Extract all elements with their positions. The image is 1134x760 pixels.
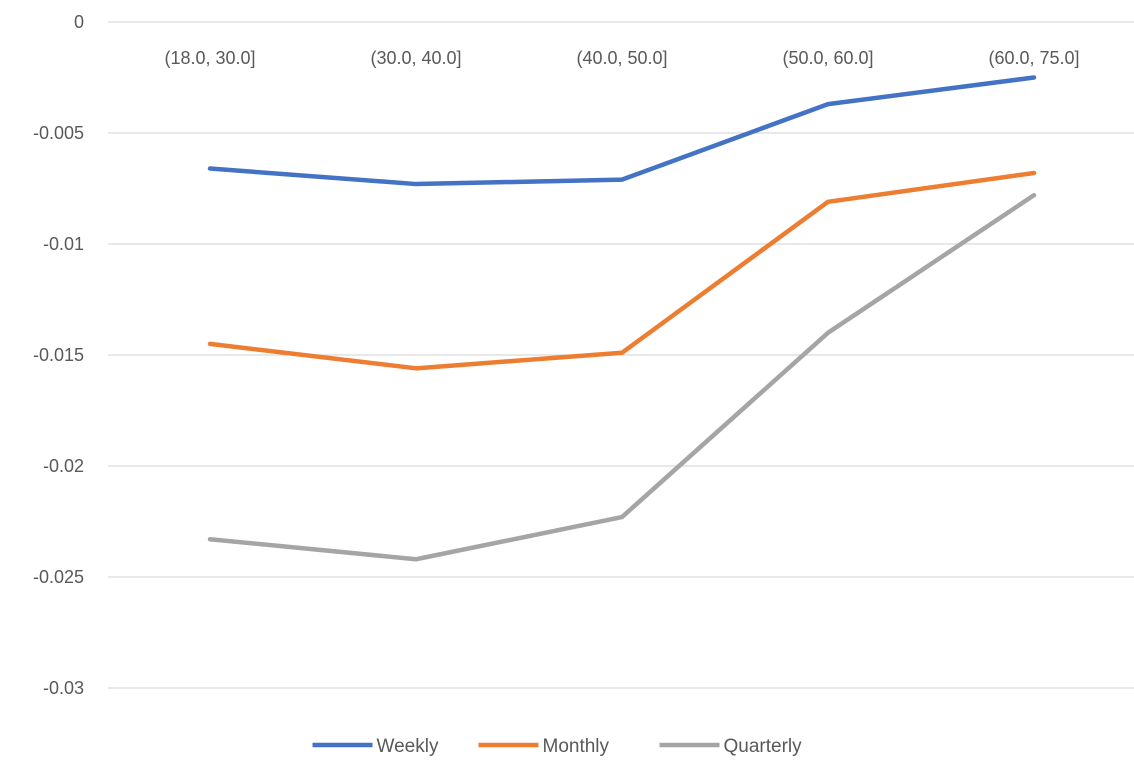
series-line-weekly (207, 75, 1037, 187)
series-line-quarterly (207, 192, 1037, 562)
x-tick-label: (50.0, 60.0] (782, 48, 873, 68)
y-tick-label: 0 (74, 12, 84, 32)
x-tick-label: (40.0, 50.0] (576, 48, 667, 68)
gridlines (108, 21, 1134, 689)
x-tick-label: (18.0, 30.0] (164, 48, 255, 68)
y-tick-label: -0.02 (43, 456, 84, 476)
x-tick-label: (60.0, 75.0] (988, 48, 1079, 68)
y-tick-label: -0.015 (33, 345, 84, 365)
series-line-monthly (207, 170, 1037, 371)
legend-label-quarterly: Quarterly (724, 736, 803, 757)
y-tick-label: -0.005 (33, 123, 84, 143)
y-tick-label: -0.03 (43, 678, 84, 698)
y-axis-tick-labels: 0 -0.005 -0.01 -0.015 -0.02 -0.025 -0.03 (33, 12, 84, 698)
series-lines (207, 75, 1037, 562)
legend-label-monthly: Monthly (543, 736, 610, 757)
y-tick-label: -0.025 (33, 567, 84, 587)
legend-label-weekly: Weekly (377, 736, 439, 757)
x-axis-tick-labels: (18.0, 30.0] (30.0, 40.0] (40.0, 50.0] (50.… (164, 48, 1079, 68)
legend: Weekly Monthly Quarterly (312, 736, 803, 757)
y-tick-label: -0.01 (43, 234, 84, 254)
x-tick-label: (30.0, 40.0] (370, 48, 461, 68)
